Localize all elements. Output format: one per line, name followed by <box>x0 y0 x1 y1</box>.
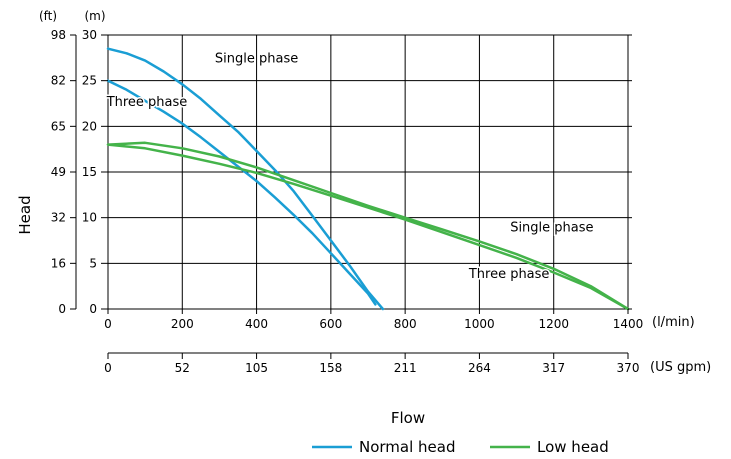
x2-tick-label: 52 <box>175 361 190 375</box>
series-line-low-head-single-phase <box>106 141 630 311</box>
curve-annotation: Single phase <box>215 51 298 66</box>
x2-tick-label: 317 <box>542 361 565 375</box>
x-tick-label: 1000 <box>464 317 495 331</box>
x-tick-label: 600 <box>319 317 342 331</box>
x2-tick-label: 105 <box>245 361 268 375</box>
x2-tick-label: 264 <box>468 361 491 375</box>
y-tick-label-m: 0 <box>89 302 97 316</box>
series-line-normal-head-three-phase <box>106 79 377 306</box>
x-tick-label: 200 <box>171 317 194 331</box>
x-tick-label: 400 <box>245 317 268 331</box>
y-tick-label-ft: 32 <box>51 211 66 225</box>
y-unit-m-label: (m) <box>84 9 105 23</box>
y-tick-label-m: 25 <box>82 74 97 88</box>
x-tick-label: 1400 <box>613 317 644 331</box>
x-tick-label: 1200 <box>538 317 569 331</box>
x2-tick-label: 370 <box>617 361 640 375</box>
curve-annotation: Single phase <box>510 220 593 235</box>
legend-normal-head-label: Normal head <box>359 438 456 456</box>
y-tick-label-ft: 0 <box>58 302 66 316</box>
y-tick-label-m: 5 <box>89 256 97 270</box>
y-tick-label-m: 20 <box>82 119 97 133</box>
legend-low-head-label: Low head <box>537 438 609 456</box>
y-tick-label-m: 30 <box>82 28 97 42</box>
annotation-layer: Single phase Three phase Single phase Three… <box>104 50 595 284</box>
y-tick-label-m: 15 <box>82 165 97 179</box>
y-tick-label-ft: 98 <box>51 28 66 42</box>
series-layer <box>106 47 630 311</box>
y-unit-ft-label: (ft) <box>39 9 57 23</box>
curve-annotation: Three phase <box>106 95 188 110</box>
x-unit-label: (l/min) <box>652 315 695 330</box>
y-tick-label-ft: 49 <box>51 165 66 179</box>
series-line-low-head-three-phase <box>106 143 630 311</box>
x2-tick-label: 0 <box>104 361 112 375</box>
y-tick-label-ft: 65 <box>51 119 66 133</box>
x2-tick-label: 158 <box>319 361 342 375</box>
x2-tick-label: 211 <box>394 361 417 375</box>
y-tick-label-m: 10 <box>82 211 97 225</box>
series-line-normal-head-single-phase <box>106 47 385 311</box>
x-tick-label: 0 <box>104 317 112 331</box>
y-tick-label-ft: 16 <box>51 256 66 270</box>
y-axis-title: Head <box>16 195 34 234</box>
x-axis-title: Flow <box>391 409 425 427</box>
x-tick-label: 800 <box>394 317 417 331</box>
labels-layer: (ft) (m) (l/min) (US gpm) Head Flow <box>16 9 711 427</box>
legend: Normal head Low head <box>312 438 609 456</box>
y-tick-label-ft: 82 <box>51 74 66 88</box>
axes-layer: 0 200 400 600 800 1000 1200 1400005161032154920… <box>51 28 644 375</box>
curve-annotation: Three phase <box>468 267 550 282</box>
x2-unit-label: (US gpm) <box>650 360 711 375</box>
